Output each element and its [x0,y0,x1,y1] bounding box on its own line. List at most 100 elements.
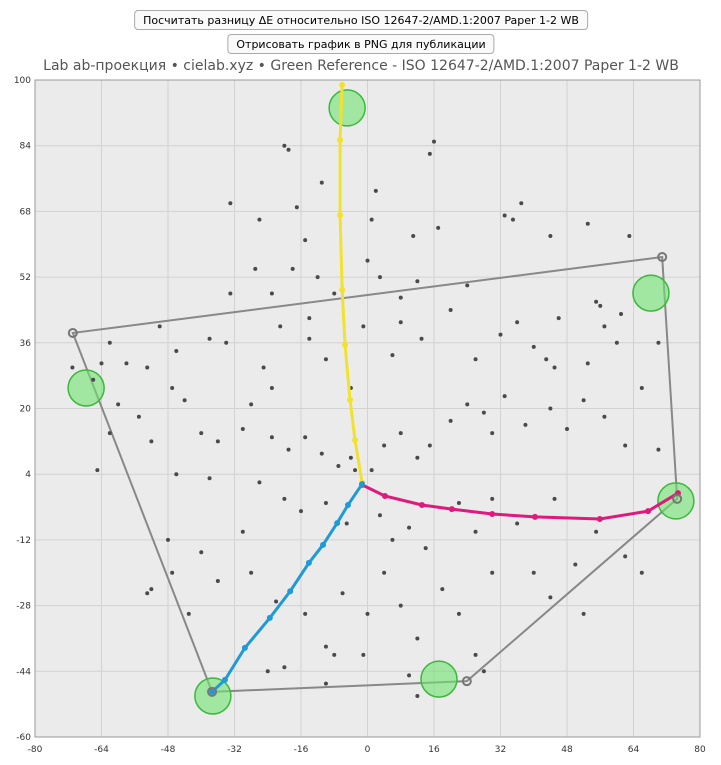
y-tick-label: 36 [20,339,32,349]
target-circle [632,274,670,312]
scatter-point [515,320,520,325]
line-point [209,688,216,695]
y-tick-label: 84 [20,142,32,152]
scatter-point [398,320,403,325]
line-point [531,513,538,520]
scatter-point [373,188,378,193]
scatter-point [398,431,403,436]
button[interactable]: Отрисовать график в PNG для публикации [227,34,495,54]
scatter-point [432,139,436,144]
scatter-point [473,652,478,657]
gamut-vertex [67,327,78,338]
line-point [320,541,327,548]
scatter-point [323,644,328,649]
scatter-point [340,591,345,596]
button[interactable]: Посчитать разницу ΔE относительно ISO 12… [134,10,588,30]
scatter-point [598,303,603,308]
scatter-point [319,180,324,185]
line-point [448,506,455,513]
scatter-point [157,324,162,329]
scatter-point [307,316,312,321]
scatter-point [548,595,553,600]
scatter-point [407,525,412,530]
scatter-point [319,451,324,456]
scatter-point [585,361,590,366]
scatter-point [552,365,557,370]
scatter-point [531,570,536,575]
scatter-point [269,435,274,440]
scatter-point [353,468,358,473]
scatter-point [70,365,75,370]
scatter-point [415,279,420,284]
y-tick-label: 100 [14,76,31,86]
scatter-point [149,587,154,592]
scatter-point [274,599,279,604]
x-tick-label: -48 [161,745,176,755]
line-point [489,511,496,518]
scatter-point [377,275,382,280]
line [211,483,364,693]
scatter-point [369,468,374,473]
scatter-point [502,213,507,218]
y-tick-label: 68 [20,207,32,217]
scatter-point [573,562,578,567]
scatter-point [174,472,179,477]
scatter-point [415,693,420,698]
scatter-point [95,468,100,473]
x-tick-label: 64 [628,745,640,755]
scatter-point [240,529,245,534]
line-point [347,396,354,403]
scatter-point [407,673,412,678]
target-circle [67,369,105,407]
scatter-point [149,439,154,444]
scatter-point [207,476,212,481]
x-tick-label: -16 [294,745,309,755]
scatter-point [656,340,661,345]
x-tick-label: 80 [694,745,706,755]
scatter-point [265,669,270,674]
scatter-point [552,496,557,501]
scatter-point [473,357,478,362]
scatter-point [594,529,599,534]
scatter-point [481,669,486,674]
gamut-vertex [461,676,472,687]
scatter-point [124,361,129,366]
scatter-point [249,570,254,575]
scatter-point [398,603,403,608]
scatter-point [531,344,536,349]
scatter-point [261,365,266,370]
y-tick-label: 20 [20,405,32,415]
scatter-point [290,266,295,271]
scatter-point [365,258,370,263]
x-tick-label: 32 [495,745,506,755]
line-point [266,614,273,621]
scatter-point [228,201,233,206]
scatter-point [456,611,461,616]
gamut-vertex [207,686,218,697]
scatter-point [614,340,619,345]
scatter-point [145,365,150,370]
scatter-point [299,509,303,514]
scatter-point [282,143,287,148]
scatter-point [419,336,424,341]
scatter-point [490,570,495,575]
line-point [337,212,344,219]
scatter-point [323,681,328,686]
scatter-point [170,570,175,575]
scatter-point [136,414,141,419]
scatter-point [215,439,220,444]
line-point [352,437,359,444]
scatter-point [423,546,428,551]
line-point [337,136,344,143]
plot-border [34,79,701,738]
scatter-point [294,205,299,210]
line-point [334,520,341,527]
scatter-point [224,340,229,345]
scatter-point [332,652,337,657]
scatter-point [581,611,586,616]
scatter-point [448,418,453,423]
scatter-point [585,221,590,226]
scatter-point [116,402,121,407]
line-point [339,286,346,293]
